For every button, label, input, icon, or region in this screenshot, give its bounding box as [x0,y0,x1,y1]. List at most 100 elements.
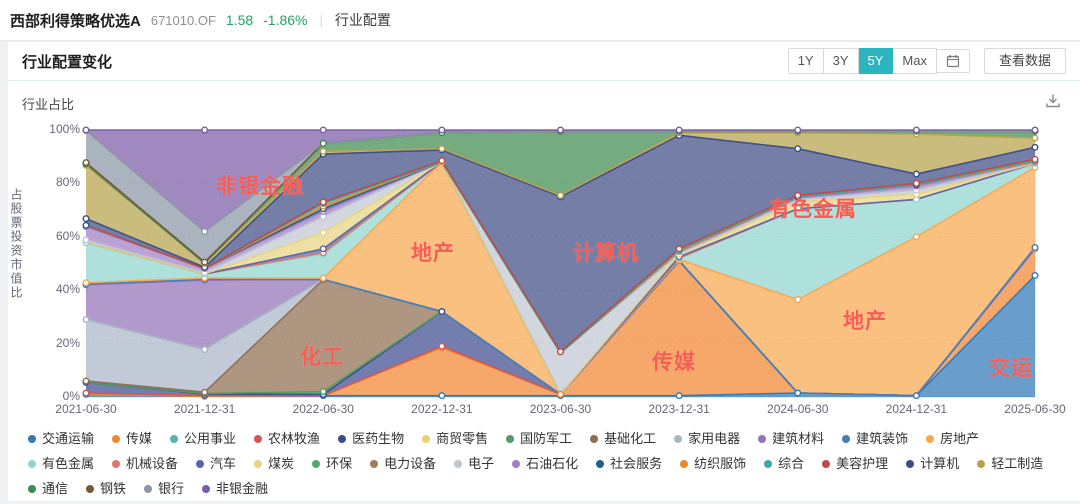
legend-label: 汽车 [210,456,237,471]
legend-label: 医药生物 [352,431,405,446]
panel-title: 行业配置变化 [22,53,113,71]
legend-label: 煤炭 [268,456,295,471]
legend-dot [338,434,347,443]
range-button-1y[interactable]: 1Y [787,48,824,74]
legend-item-电子[interactable]: 电子 [454,454,494,473]
legend-item-石油石化[interactable]: 石油石化 [512,454,578,473]
legend-item-房地产[interactable]: 房地产 [926,429,979,448]
legend-item-机械设备[interactable]: 机械设备 [112,454,178,473]
legend-item-建筑材料[interactable]: 建筑材料 [758,429,824,448]
legend-label: 非银金融 [216,481,269,496]
range-button-5y[interactable]: 5Y [858,48,894,74]
panel-header: 行业配置变化 1Y 3Y 5Y Max 查看数据 [8,42,1080,81]
legend-label: 商贸零售 [436,431,489,446]
legend-item-商贸零售[interactable]: 商贸零售 [422,429,488,448]
legend-item-汽车[interactable]: 汽车 [196,454,236,473]
legend-item-国防军工[interactable]: 国防军工 [506,429,572,448]
legend-dot [254,434,263,443]
topbar: 西部利得策略优选A 671010.OF 1.58 -1.86% | 行业配置 [0,0,1080,42]
legend-label: 美容护理 [836,456,889,471]
legend-item-交通运输[interactable]: 交通运输 [28,429,94,448]
legend-dot [596,459,605,468]
range-button-3y[interactable]: 3Y [823,48,859,74]
legend-dot [680,459,689,468]
legend-item-非银金融[interactable]: 非银金融 [202,479,268,498]
legend-dot [86,484,95,493]
legend-label: 房地产 [940,431,980,446]
legend-item-农林牧渔[interactable]: 农林牧渔 [254,429,320,448]
legend-label: 基础化工 [604,431,657,446]
legend-dot [512,459,521,468]
legend-item-纺织服饰[interactable]: 纺织服饰 [680,454,746,473]
legend-item-有色金属[interactable]: 有色金属 [28,454,94,473]
legend-label: 有色金属 [42,456,95,471]
legend-item-综合[interactable]: 综合 [764,454,804,473]
legend-item-钢铁[interactable]: 钢铁 [86,479,126,498]
legend-dot [822,459,831,468]
legend-dot [764,459,773,468]
legend-label: 社会服务 [610,456,663,471]
legend-item-建筑装饰[interactable]: 建筑装饰 [842,429,908,448]
legend-dot [842,434,851,443]
legend-dot [144,484,153,493]
legend-dot [454,459,463,468]
breadcrumb-industry-allocation[interactable]: 行业配置 [334,12,391,28]
legend-item-计算机[interactable]: 计算机 [906,454,959,473]
legend-label: 纺织服饰 [694,456,747,471]
legend-dot [202,484,211,493]
legend-item-公用事业[interactable]: 公用事业 [170,429,236,448]
legend-dot [170,434,179,443]
legend-dot [422,434,431,443]
legend-dot [112,459,121,468]
legend-label: 家用电器 [688,431,741,446]
download-icon [1044,92,1062,110]
range-button-max[interactable]: Max [893,48,937,74]
legend-item-美容护理[interactable]: 美容护理 [822,454,888,473]
legend-label: 综合 [778,456,805,471]
legend-dot [370,459,379,468]
legend-item-煤炭[interactable]: 煤炭 [254,454,294,473]
legend-item-家用电器[interactable]: 家用电器 [674,429,740,448]
calendar-button[interactable] [936,49,970,73]
legend-item-轻工制造[interactable]: 轻工制造 [977,454,1043,473]
chart-legend: 交通运输 传媒 公用事业 农林牧渔 医药生物 商贸零售 国防军工 基础化工 家用电器 建筑材料 建筑… [28,429,1068,504]
legend-item-基础化工[interactable]: 基础化工 [590,429,656,448]
legend-dot [254,459,263,468]
legend-label: 传媒 [126,431,153,446]
legend-label: 电力设备 [384,456,437,471]
legend-dot [906,459,915,468]
legend-item-社会服务[interactable]: 社会服务 [596,454,662,473]
legend-dot [196,459,205,468]
legend-item-环保[interactable]: 环保 [312,454,352,473]
legend-item-传媒[interactable]: 传媒 [112,429,152,448]
fund-code: 671010.OF [150,12,216,28]
legend-dot [28,484,36,493]
topbar-separator: | [319,12,323,28]
legend-item-通信[interactable]: 通信 [28,479,68,498]
legend-dot [112,434,121,443]
legend-label: 交通运输 [42,431,95,446]
legend-label: 建筑装饰 [856,431,909,446]
legend-item-银行[interactable]: 银行 [144,479,184,498]
legend-label: 环保 [326,456,353,471]
fund-nav-change: -1.86% [263,12,308,28]
legend-dot [758,434,767,443]
legend-dot [506,434,515,443]
legend-dot [977,459,986,468]
legend-dot [590,434,599,443]
legend-item-医药生物[interactable]: 医药生物 [338,429,404,448]
legend-label: 通信 [42,481,69,496]
view-data-button[interactable]: 查看数据 [983,48,1066,74]
legend-label: 电子 [468,456,495,471]
legend-label: 公用事业 [184,431,237,446]
legend-item-电力设备[interactable]: 电力设备 [370,454,436,473]
legend-label: 钢铁 [100,481,127,496]
fund-nav-value: 1.58 [225,12,254,28]
download-button[interactable] [1044,92,1062,110]
legend-label: 国防军工 [520,431,573,446]
legend-label: 机械设备 [126,456,179,471]
range-button-group: 1Y 3Y 5Y Max [787,48,937,74]
legend-dot [674,434,683,443]
legend-dot [28,459,36,468]
legend-label: 建筑材料 [772,431,825,446]
